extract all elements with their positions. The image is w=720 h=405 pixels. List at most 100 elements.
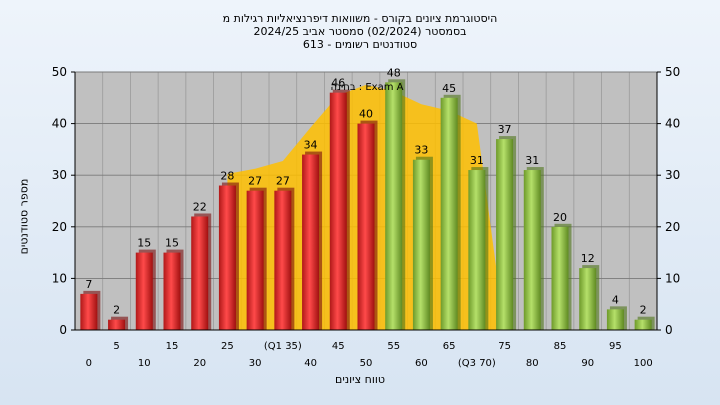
bar-value-label: 31 — [525, 154, 539, 167]
x-tick-label: 5 — [113, 341, 119, 352]
bar — [579, 268, 597, 330]
bar — [302, 154, 320, 330]
x-tick-label: 95 — [609, 341, 622, 352]
x-tick-label: 80 — [526, 358, 539, 369]
bar-value-label: 45 — [442, 82, 456, 95]
y-tick-label-right: 50 — [665, 65, 680, 79]
bar-value-label: 4 — [612, 293, 619, 306]
x-tick-label: 100 — [634, 358, 653, 369]
bar-value-label: 28 — [220, 170, 234, 183]
bar-value-label: 2 — [113, 304, 120, 317]
x-tick-label: (Q1 35) — [264, 341, 302, 352]
bar — [468, 170, 486, 330]
bar-value-label: 7 — [85, 278, 92, 291]
bar-group — [606, 306, 627, 330]
bar-group — [108, 316, 129, 330]
bar — [108, 319, 126, 330]
y-tick-label-right: 0 — [665, 323, 673, 337]
bar-group — [468, 167, 489, 330]
bar-value-label: 27 — [248, 175, 262, 188]
bar-value-label: 2 — [640, 304, 647, 317]
chart-title: היסטוגרמת ציונים בקורס - משוואות דיפרנצי… — [222, 12, 498, 25]
bar-value-label: 37 — [498, 123, 512, 136]
bar-value-label: 12 — [581, 252, 595, 265]
bar-group — [135, 249, 156, 330]
bar-group — [634, 316, 655, 330]
bar-group — [523, 167, 544, 330]
bar — [634, 319, 652, 330]
bar — [135, 252, 153, 330]
y-tick-label-right: 20 — [665, 220, 680, 234]
bar — [246, 190, 264, 330]
x-tick-label: 55 — [387, 341, 400, 352]
bar-value-label: 33 — [414, 144, 428, 157]
bar-group — [302, 151, 323, 330]
bar — [191, 216, 209, 330]
x-tick-label: 20 — [193, 358, 206, 369]
bar-value-label: 15 — [137, 237, 151, 250]
x-tick-label: 45 — [332, 341, 345, 352]
bar-group — [274, 187, 295, 330]
bar-group — [163, 249, 184, 330]
y-axis-label: מספר סטודנטים — [17, 178, 31, 255]
bar-group — [385, 79, 406, 330]
bar — [440, 97, 458, 330]
x-tick-label: (Q3 70) — [458, 358, 496, 369]
bar — [551, 226, 569, 330]
chart-subtitle-students: סטודנטים רשומים - 613 — [302, 38, 418, 51]
bar-value-label: 34 — [304, 139, 318, 152]
bar — [163, 252, 181, 330]
x-tick-label: 90 — [581, 358, 594, 369]
x-tick-label: 10 — [138, 358, 151, 369]
bar-value-label: 48 — [387, 66, 401, 79]
y-tick-label-left: 50 — [52, 65, 67, 79]
x-tick-label: 15 — [166, 341, 179, 352]
bar-value-label: 22 — [193, 200, 207, 213]
y-tick-label-left: 30 — [52, 168, 67, 182]
bar-group — [218, 182, 239, 330]
bar-group — [329, 89, 350, 330]
chart-subtitle-semester: בסמסטר (02/2024) סמסטר אביב 2024/25 — [253, 25, 467, 38]
x-tick-label: 65 — [443, 341, 456, 352]
bar — [357, 123, 375, 330]
x-tick-label: 75 — [498, 341, 511, 352]
bar-group — [412, 156, 433, 330]
x-tick-label: 60 — [415, 358, 428, 369]
bar — [274, 190, 292, 330]
x-tick-label: 0 — [86, 358, 92, 369]
x-tick-label: 25 — [221, 341, 234, 352]
bar-value-label: 15 — [165, 237, 179, 250]
bar-value-label: 31 — [470, 154, 484, 167]
bar-value-label: 40 — [359, 108, 373, 121]
bar-group — [496, 136, 517, 330]
bar — [412, 159, 430, 330]
bar — [606, 309, 624, 330]
bar — [329, 92, 347, 330]
bar-group — [80, 290, 101, 330]
bar-group — [440, 94, 461, 330]
y-tick-label-right: 10 — [665, 271, 680, 285]
bar-group — [191, 213, 212, 330]
bar-group — [551, 223, 572, 330]
exam-annotation: בחינה : Exam A — [331, 82, 404, 93]
bar-value-label: 27 — [276, 175, 290, 188]
y-tick-label-right: 40 — [665, 117, 680, 131]
x-tick-label: 40 — [304, 358, 317, 369]
bar-value-label: 20 — [553, 211, 567, 224]
x-tick-label: 30 — [249, 358, 262, 369]
y-tick-label-left: 10 — [52, 271, 67, 285]
bar — [385, 82, 403, 330]
bar — [496, 139, 514, 330]
y-tick-label-left: 20 — [52, 220, 67, 234]
y-tick-label-left: 0 — [59, 323, 67, 337]
bar — [218, 185, 236, 330]
y-tick-label-right: 30 — [665, 168, 680, 182]
bar-value-label: 46 — [331, 77, 345, 90]
bar — [523, 170, 541, 330]
bar-group — [357, 120, 378, 330]
y-tick-label-left: 40 — [52, 117, 67, 131]
x-tick-label: 85 — [554, 341, 567, 352]
bar — [80, 293, 98, 330]
